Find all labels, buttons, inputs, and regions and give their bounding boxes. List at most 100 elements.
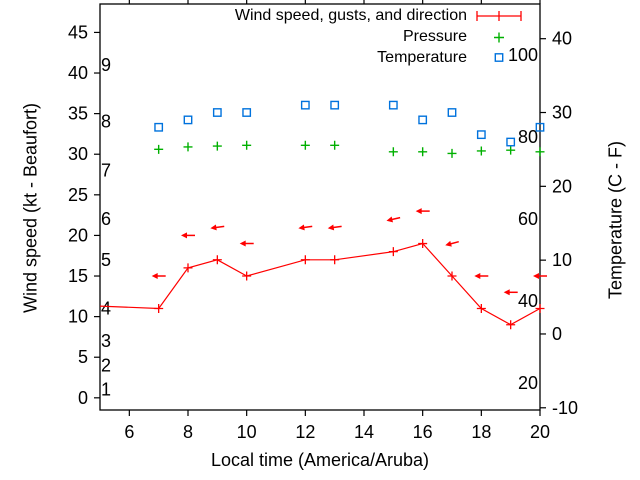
gust-arrow-head [503,289,510,296]
legend-label-temperature: Temperature [377,49,467,66]
pressure-marker [242,140,252,150]
plot-border [99,3,541,411]
kt-tick-label: 30 [68,144,88,164]
fahrenheit-label: 40 [518,291,538,311]
beaufort-label: 2 [101,355,111,375]
gust-arrow-head [210,224,217,231]
wind-speed-marker [388,247,398,257]
series-pressure [154,140,545,158]
kt-tick-label: 15 [68,266,88,286]
beaufort-label: 9 [101,55,111,75]
wind-speed-marker [212,255,222,265]
gust-arrow [533,273,547,279]
wind-speed-marker [476,304,486,313]
temperature-marker [418,115,428,125]
right-axis-title: Temperature (C - F) [605,140,626,300]
wind-speed-marker [300,255,310,265]
left-axis-title: Wind speed (kt - Beaufort) [20,102,41,314]
temperature-marker [242,108,252,117]
x-tick-label: 20 [530,422,550,442]
beaufort-label: 7 [101,160,111,180]
fahrenheit-label: 60 [518,209,538,229]
pressure-marker [535,147,545,157]
pressure-marker [300,140,310,150]
legend-label-pressure: Pressure [402,28,467,45]
gust-arrow-head [327,224,335,231]
pressure-marker [154,144,164,154]
pressure-marker [212,141,222,151]
wind-speed-marker [154,304,164,313]
celsius-tick-label: 30 [552,103,572,123]
gust-arrow [181,232,195,239]
wind-speed-marker [242,271,252,281]
y-axis-right-celsius: -10 0 10 20 30 40 [540,29,578,418]
pressure-marker [388,147,398,157]
fahrenheit-label: 100 [508,45,538,65]
gust-arrow [298,224,313,231]
kt-tick-label: 40 [68,63,88,83]
gust-arrow-head [181,232,187,239]
gust-arrow-head [533,273,539,279]
gust-arrow [445,240,459,247]
wind-speed-marker [535,304,545,313]
wind-speed-line [99,242,541,326]
gust-arrow-shaft [450,240,459,245]
wind-speed-marker [183,263,193,273]
fahrenheit-inner-labels: 20 40 60 80 100 [508,45,538,393]
gust-arrow-head [445,240,452,247]
gust-arrow [474,273,489,279]
legend-marker-temperature-square [494,53,504,62]
kt-tick-label: 5 [78,347,88,367]
kt-tick-label: 0 [78,388,88,408]
celsius-tick-label: 10 [552,250,572,270]
beaufort-label: 4 [101,299,111,319]
beaufort-inner-labels: 1 2 3 4 5 6 7 8 9 [101,55,111,400]
x-tick-label: 6 [124,422,134,442]
celsius-tick-label: 20 [552,176,572,196]
gust-arrow [151,273,166,279]
celsius-tick-label: 0 [552,324,562,344]
kt-tick-label: 20 [68,225,88,245]
temperature-marker [154,122,164,132]
chart-legend: Wind speed, gusts, and direction Pressur… [104,5,467,68]
x-tick-label: 10 [237,422,257,442]
gust-arrow-head [239,240,246,247]
kt-tick-label: 35 [68,104,88,124]
kt-tick-label: 45 [68,22,88,42]
gust-arrow [503,289,518,296]
kt-tick-label: 25 [68,185,88,205]
temperature-marker [330,100,340,110]
celsius-tick-label: 40 [552,29,572,49]
pressure-marker [418,147,428,157]
gust-arrow-shaft [215,225,225,229]
wind-speed-marker [447,271,457,281]
series-temperature [154,100,545,147]
temperature-marker [476,130,486,140]
gust-arrow-head [415,208,422,215]
legend-markers [476,11,522,62]
temperature-marker [506,137,516,147]
temperature-marker [300,100,310,110]
gust-arrow-shaft [303,225,313,229]
legend-marker-pressure-plus [494,32,504,43]
gust-arrow-head [474,273,481,279]
gust-arrow-head [151,273,158,279]
wind-speed-marker [506,320,516,330]
pressure-marker [330,140,340,150]
gust-arrow-head [298,224,305,231]
fahrenheit-label: 20 [518,373,538,393]
x-tick-label: 14 [354,422,374,442]
x-tick-label: 12 [295,422,315,442]
x-tick-label: 18 [471,422,491,442]
temperature-marker [183,115,193,125]
gust-arrow [239,240,254,247]
pressure-marker [476,146,486,156]
gust-arrow [327,224,342,231]
pressure-marker [447,148,457,158]
wind-speed-marker [330,255,340,265]
gust-arrow [386,216,401,223]
temperature-marker [388,100,398,110]
y-axis-left-kt: 0 5 10 15 20 25 30 35 40 45 [68,22,100,408]
legend-entry-temperature: Temperature [104,47,467,68]
